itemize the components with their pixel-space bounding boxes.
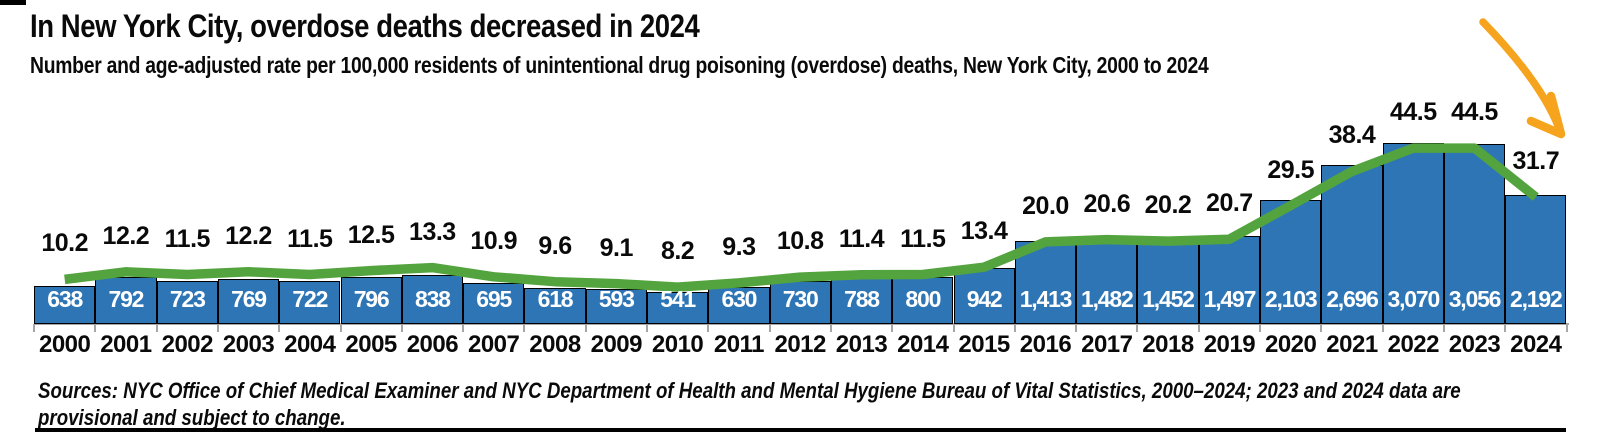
bar-value-label: 942 xyxy=(966,286,1003,312)
year-label: 2013 xyxy=(835,331,888,358)
year-label: 2010 xyxy=(651,331,704,358)
sources-line-1: Sources: NYC Office of Chief Medical Exa… xyxy=(38,378,1461,403)
year-label: 2021 xyxy=(1326,331,1378,358)
bar-value-label: 695 xyxy=(476,286,512,312)
x-axis-tick xyxy=(339,324,342,332)
bar-value-label: 3,070 xyxy=(1387,286,1441,312)
x-axis-tick xyxy=(1259,324,1261,332)
bar-2000 xyxy=(34,286,96,324)
x-axis-tick xyxy=(707,324,710,332)
bar-value-label: 838 xyxy=(415,286,451,312)
year-label: 2012 xyxy=(774,331,826,358)
year-label: 2023 xyxy=(1448,331,1501,358)
bar-value-label: 769 xyxy=(231,286,267,312)
x-axis-tick xyxy=(891,324,894,332)
bar-value-label: 2,696 xyxy=(1326,286,1379,312)
x-axis-tick xyxy=(1197,324,1200,332)
year-label: 2006 xyxy=(406,331,459,358)
year-label: 2015 xyxy=(958,331,1010,358)
bar-value-label: 2,192 xyxy=(1510,286,1563,312)
rate-label: 31.7 xyxy=(1512,147,1560,176)
x-axis-tick xyxy=(1136,324,1139,332)
x-axis-tick xyxy=(952,324,955,332)
x-axis-tick xyxy=(94,324,97,332)
rate-label: 44.5 xyxy=(1389,98,1437,127)
x-axis-tick xyxy=(155,324,158,332)
bottom-rule xyxy=(35,428,1566,432)
bar-value-label: 541 xyxy=(660,286,696,312)
bar-value-label: 593 xyxy=(598,286,635,312)
x-axis-tick xyxy=(1381,324,1384,332)
sources-line-2: provisional and subject to change. xyxy=(38,405,346,430)
bar-value-label: 1,413 xyxy=(1019,286,1073,312)
x-axis-tick xyxy=(1442,324,1445,332)
year-label: 2016 xyxy=(1019,331,1072,358)
year-label: 2024 xyxy=(1510,331,1562,358)
year-label: 2009 xyxy=(590,331,643,358)
x-axis-tick xyxy=(278,324,281,332)
rate-label: 29.5 xyxy=(1267,155,1315,184)
x-axis-tick xyxy=(768,324,771,332)
year-label: 2002 xyxy=(161,331,214,358)
bar-value-label: 618 xyxy=(537,286,574,312)
x-axis-tick xyxy=(1075,324,1078,332)
x-axis-tick xyxy=(829,324,832,332)
bar-2011 xyxy=(708,286,770,324)
x-axis-line xyxy=(34,323,1569,325)
chart-subtitle: Number and age-adjusted rate per 100,000… xyxy=(30,52,1209,78)
bar-value-label: 722 xyxy=(292,286,328,312)
rate-label: 20.7 xyxy=(1206,189,1253,218)
year-label: 2004 xyxy=(284,331,336,358)
x-axis-tick xyxy=(216,324,219,332)
bar-value-label: 638 xyxy=(47,286,83,312)
year-label: 2011 xyxy=(713,331,765,358)
bar-value-label: 796 xyxy=(353,286,390,312)
rate-label: 44.5 xyxy=(1451,98,1498,127)
year-label: 2001 xyxy=(100,331,152,358)
rate-label: 13.4 xyxy=(960,217,1008,246)
bar-value-label: 723 xyxy=(169,286,206,312)
bar-value-label: 800 xyxy=(905,286,941,312)
sources-note: Sources: NYC Office of Chief Medical Exa… xyxy=(38,377,1461,431)
year-label: 2000 xyxy=(38,331,91,358)
year-label: 2008 xyxy=(529,331,581,358)
bar-value-label: 2,103 xyxy=(1264,286,1318,312)
x-axis-tick xyxy=(1565,324,1568,332)
bar-value-label: 730 xyxy=(782,286,819,312)
rate-label: 38.4 xyxy=(1328,121,1376,150)
year-label: 2005 xyxy=(345,331,397,358)
year-label: 2003 xyxy=(222,331,275,358)
year-label: 2018 xyxy=(1142,331,1194,358)
bar-value-label: 1,452 xyxy=(1142,286,1195,312)
year-label: 2019 xyxy=(1203,331,1256,358)
bar-value-label: 788 xyxy=(844,286,880,312)
corner-mark xyxy=(0,0,26,5)
year-label: 2022 xyxy=(1387,331,1440,358)
x-axis-tick xyxy=(462,324,465,332)
bar-value-label: 1,497 xyxy=(1203,286,1257,312)
x-axis-tick xyxy=(1504,324,1507,332)
x-axis-tick xyxy=(33,324,35,332)
bar-2010 xyxy=(647,292,709,324)
year-label: 2007 xyxy=(467,331,520,358)
year-label: 2014 xyxy=(897,331,949,358)
x-axis-tick xyxy=(523,324,526,332)
chart-title: In New York City, overdose deaths decrea… xyxy=(30,8,700,44)
bar-value-label: 3,056 xyxy=(1448,286,1502,312)
x-axis-tick xyxy=(584,324,587,332)
bar-value-label: 1,482 xyxy=(1081,286,1134,312)
bar-value-label: 630 xyxy=(721,286,758,312)
bar-2009 xyxy=(585,289,647,324)
bar-value-label: 792 xyxy=(108,286,145,312)
x-axis-tick xyxy=(1013,324,1016,332)
bar-2008 xyxy=(524,287,586,324)
year-label: 2017 xyxy=(1081,331,1133,358)
year-label: 2020 xyxy=(1264,331,1317,358)
x-axis-tick xyxy=(646,324,648,332)
x-axis-tick xyxy=(1320,324,1323,332)
x-axis-tick xyxy=(400,324,403,332)
